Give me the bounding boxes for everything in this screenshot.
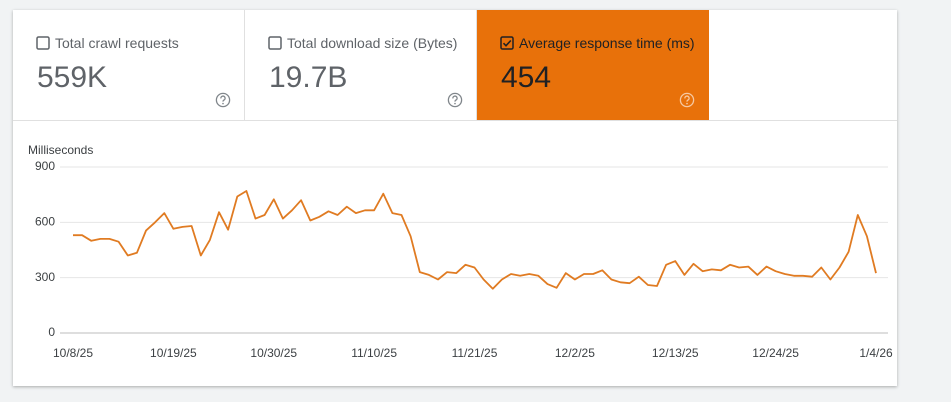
metric-value: 19.7B [269,61,348,94]
x-tick-label: 12/24/25 [752,346,799,360]
metric-label: Total crawl requests [55,35,179,51]
metric-value: 559K [37,61,108,94]
y-tick-label: 0 [48,325,55,339]
x-tick-label: 10/8/25 [53,346,93,360]
checkbox-box [268,36,282,50]
x-tick-label: 10/19/25 [150,346,197,360]
y-axis-label: Milliseconds [28,143,93,157]
checkbox-check [502,39,512,47]
help-icon[interactable] [215,92,231,108]
x-tick-label: 12/13/25 [652,346,699,360]
metric-tile[interactable]: Total download size (Bytes) 19.7B [245,10,477,120]
checkbox[interactable] [268,36,282,50]
metric-tile[interactable]: Total crawl requests 559K [13,10,245,120]
crawl-stats-card: Total crawl requests 559K Total download s… [13,10,897,386]
x-tick-label: 1/4/26 [859,346,893,360]
checkbox-box [36,36,50,50]
y-tick-label: 600 [35,215,55,229]
help-mark [220,95,226,102]
y-tick-label: 300 [35,270,55,284]
help-circle [679,92,695,108]
x-tick-label: 10/30/25 [250,346,297,360]
help-mark [452,95,458,102]
metric-tiles: Total crawl requests 559K Total download s… [13,10,897,121]
help-dot [222,102,224,105]
help-circle [447,92,463,108]
metric-value: 454 [501,61,552,94]
metric-label: Total download size (Bytes) [287,35,458,51]
help-dot [686,102,688,105]
data-line [73,190,877,290]
help-icon[interactable] [447,92,463,108]
metric-tile[interactable]: Average response time (ms) 454 [477,10,709,120]
x-tick-label: 11/10/25 [351,346,397,360]
help-mark [684,95,690,102]
metric-label: Average response time (ms) [519,35,695,51]
help-icon[interactable] [679,92,695,108]
checkbox-box [500,36,514,50]
checkbox[interactable] [36,36,50,50]
x-tick-label: 12/2/25 [555,346,595,360]
help-circle [215,92,231,108]
y-tick-label: 900 [35,159,55,173]
checkbox[interactable] [500,36,514,50]
x-tick-label: 11/21/25 [452,346,498,360]
help-dot [454,102,456,105]
